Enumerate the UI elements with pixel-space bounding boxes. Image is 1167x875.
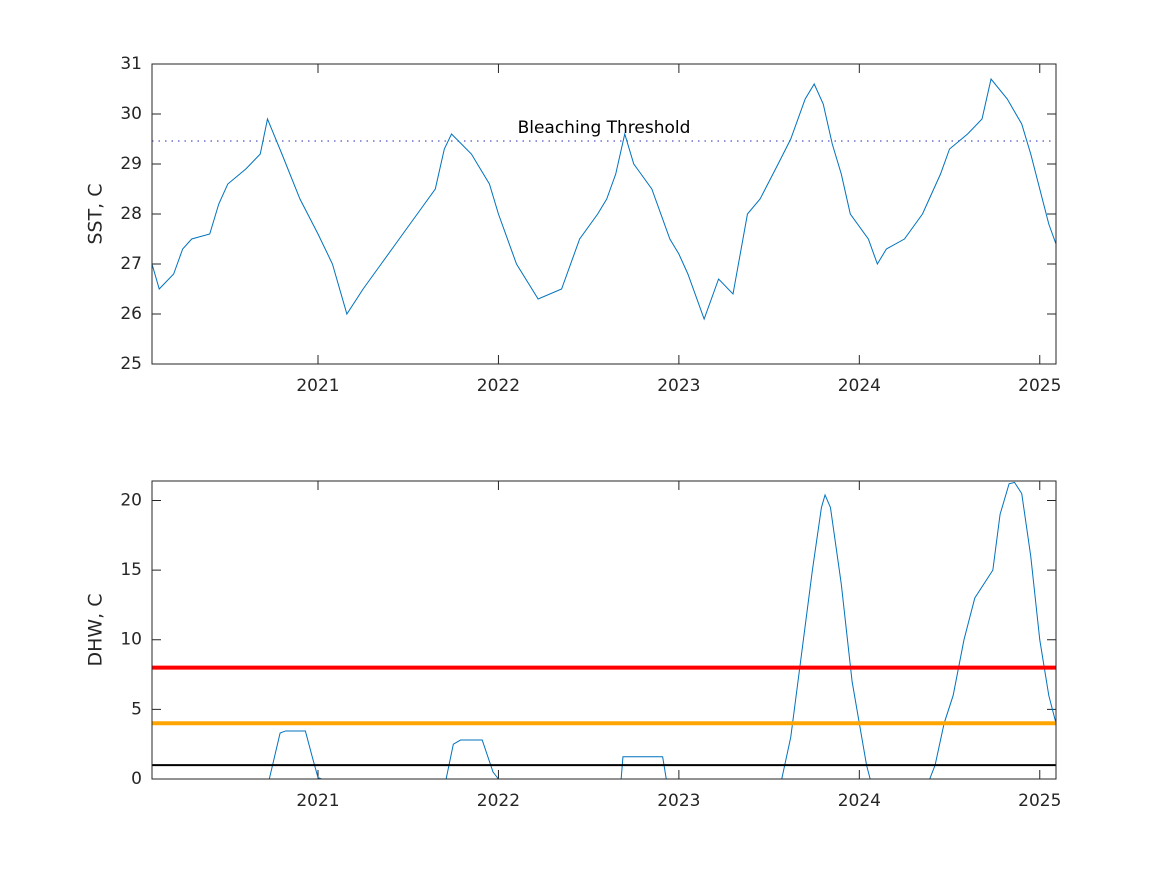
y-tick-label: 25 (120, 354, 142, 374)
y-axis-label: SST, C (85, 183, 107, 244)
y-tick-label: 29 (120, 154, 142, 174)
x-tick-label: 2025 (1018, 376, 1061, 396)
y-tick-label: 31 (120, 54, 142, 74)
x-tick-label: 2024 (838, 376, 881, 396)
y-axis-label: DHW, C (85, 593, 107, 666)
plot-area (152, 481, 1056, 779)
data-line (151, 77, 1057, 321)
y-tick-label: 20 (120, 490, 142, 510)
y-tick-label: 28 (120, 204, 142, 224)
threshold-label: Bleaching Threshold (518, 118, 691, 138)
y-tick-label: 30 (120, 104, 142, 124)
y-tick-label: 26 (120, 304, 142, 324)
x-tick-label: 2022 (477, 791, 520, 811)
axes-box (151, 63, 1057, 365)
x-tick-label: 2024 (838, 791, 881, 811)
x-tick-label: 2021 (296, 791, 339, 811)
axes-box (151, 480, 1057, 780)
y-tick-label: 15 (120, 560, 142, 580)
x-tick-label: 2023 (657, 791, 700, 811)
y-tick-label: 5 (131, 699, 142, 719)
x-tick-label: 2021 (296, 376, 339, 396)
x-tick-label: 2025 (1018, 791, 1061, 811)
y-tick-label: 27 (120, 254, 142, 274)
x-tick-label: 2022 (477, 376, 520, 396)
y-tick-label: 0 (131, 769, 142, 789)
y-tick-label: 10 (120, 630, 142, 650)
plot-area (152, 64, 1056, 364)
x-tick-label: 2023 (657, 376, 700, 396)
